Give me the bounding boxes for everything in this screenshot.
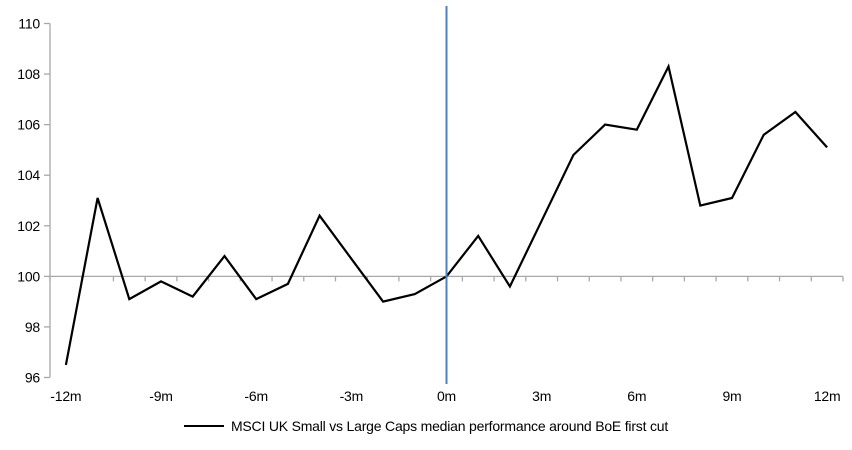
y-axis-label: 102	[17, 218, 40, 234]
legend-line-sample	[183, 425, 224, 427]
legend: MSCI UK Small vs Large Caps median perfo…	[0, 416, 852, 436]
y-axis-label: 106	[17, 117, 40, 133]
x-axis-label: 6m	[627, 388, 646, 404]
legend-label: MSCI UK Small vs Large Caps median perfo…	[230, 418, 669, 434]
x-axis-label: -12m	[50, 388, 81, 404]
y-axis-label: 108	[17, 66, 40, 82]
x-axis-label: -3m	[340, 388, 364, 404]
x-axis-label: -6m	[244, 388, 268, 404]
x-axis-label: 0m	[437, 388, 456, 404]
y-axis-label: 96	[25, 370, 41, 386]
y-axis-label: 98	[25, 319, 41, 335]
x-axis-label: 12m	[814, 388, 841, 404]
y-axis-label: 110	[18, 16, 40, 32]
y-axis-label: 100	[17, 268, 40, 284]
x-axis-label: 9m	[722, 388, 741, 404]
x-axis-label: 3m	[532, 388, 551, 404]
y-axis-label: 104	[17, 167, 40, 183]
x-axis-label: -9m	[149, 388, 173, 404]
